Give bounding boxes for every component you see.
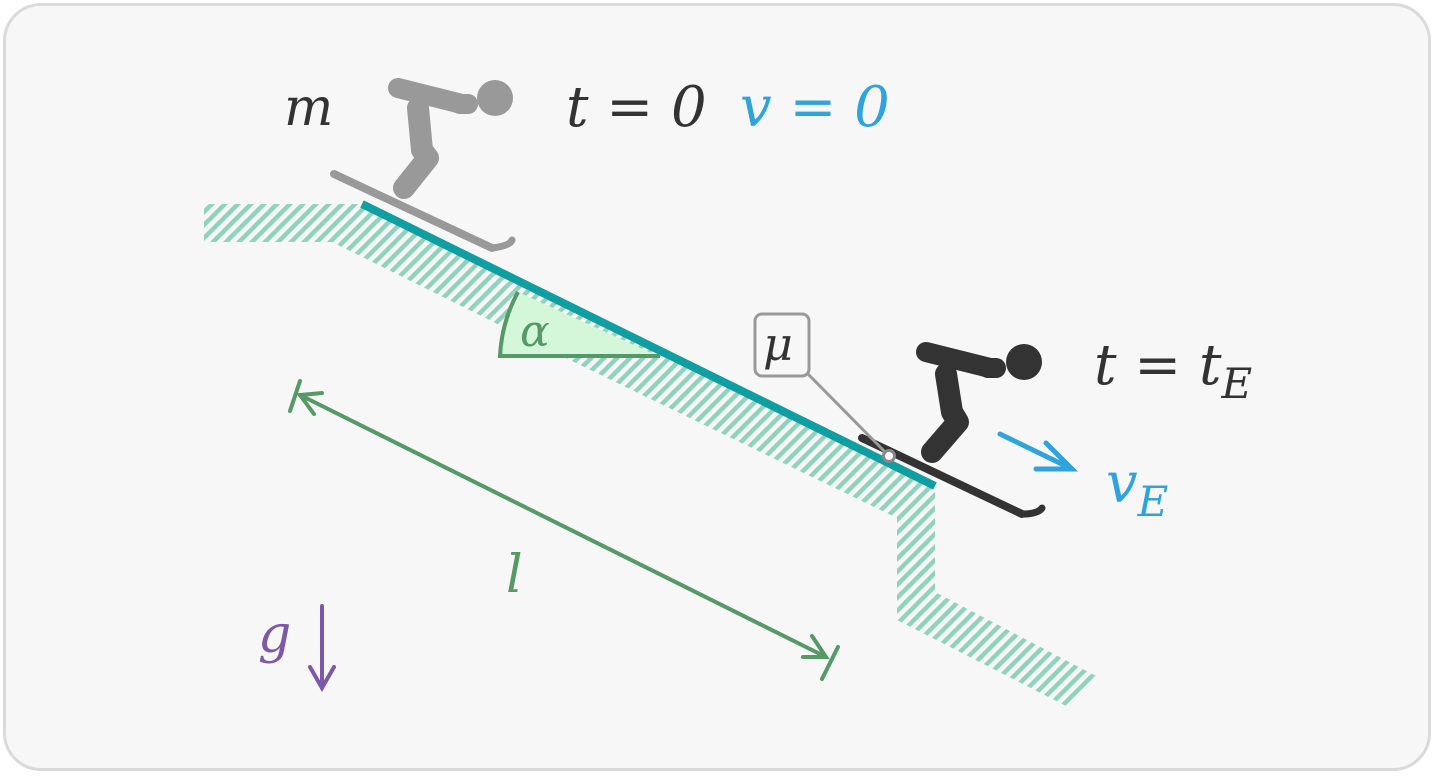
- velocity-end-subscript: E: [1137, 477, 1169, 526]
- friction-label: μ: [763, 317, 793, 371]
- ground-hatch: [204, 204, 1098, 708]
- skier-start-icon: [330, 78, 516, 252]
- angle-alpha-label: α: [520, 306, 550, 357]
- length-arrow: [288, 379, 840, 681]
- gravity-label: g: [258, 605, 291, 665]
- angle-alpha-arc: [498, 291, 520, 357]
- velocity-start-label: v = 0: [740, 75, 890, 140]
- angle-alpha-fill: [500, 292, 658, 356]
- skier-end-icon: [858, 342, 1046, 518]
- velocity-end-main: v: [1106, 451, 1138, 516]
- mass-label: m: [284, 78, 333, 138]
- time-end-label: t = tE: [1094, 333, 1252, 408]
- time-end-main: t = t: [1094, 333, 1222, 398]
- friction-contact-point: [882, 449, 896, 463]
- slope-surface: [360, 200, 937, 490]
- time-end-subscript: E: [1221, 359, 1253, 408]
- velocity-end-label: vE: [1106, 451, 1168, 526]
- length-label: l: [506, 545, 523, 605]
- friction-label-box: [753, 312, 811, 378]
- time-start-label: t = 0: [566, 75, 707, 140]
- gravity-arrow: [308, 604, 336, 693]
- friction-leader-line: [804, 370, 890, 457]
- velocity-arrow: [997, 431, 1079, 472]
